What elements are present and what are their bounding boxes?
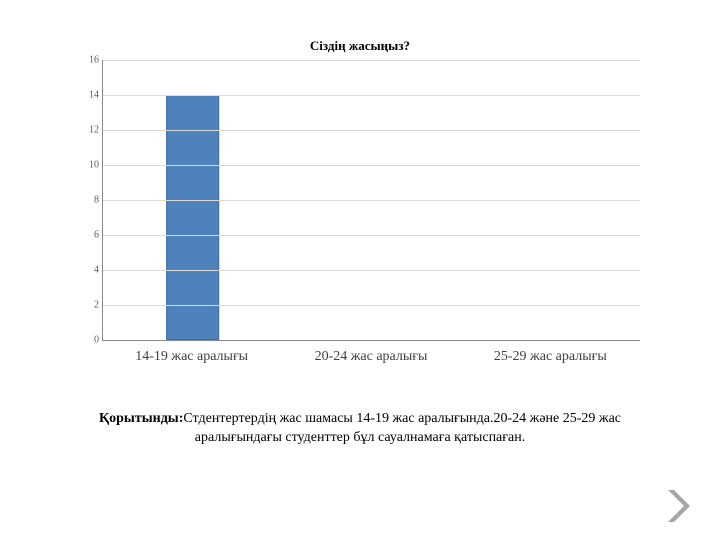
x-axis-label: 20-24 жас аралығы	[281, 349, 460, 365]
y-tick-label: 2	[81, 300, 99, 311]
conclusion-text: Қорытынды:Стдентертердің жас шамасы 14-1…	[60, 410, 660, 448]
y-tick-label: 12	[81, 125, 99, 136]
y-tick-label: 14	[81, 90, 99, 101]
grid-line	[103, 165, 640, 166]
grid-line	[103, 200, 640, 201]
chart-title: Сіздің жасыңыз?	[80, 38, 640, 54]
y-tick-label: 8	[81, 195, 99, 206]
grid-line	[103, 60, 640, 61]
grid-line	[103, 95, 640, 96]
y-tick-label: 0	[81, 335, 99, 346]
x-axis-labels: 14-19 жас аралығы20-24 жас аралығы25-29 …	[102, 349, 640, 365]
x-axis-label: 14-19 жас аралығы	[102, 349, 281, 365]
y-tick-label: 16	[81, 55, 99, 66]
grid-line	[103, 130, 640, 131]
bar	[166, 95, 220, 340]
y-tick-label: 10	[81, 160, 99, 171]
y-tick-label: 4	[81, 265, 99, 276]
grid-line	[103, 235, 640, 236]
next-arrow-icon	[662, 486, 702, 526]
x-axis-label: 25-29 жас аралығы	[461, 349, 640, 365]
conclusion-label: Қорытынды:	[99, 411, 183, 426]
plot-area: 0246810121416	[102, 60, 640, 341]
grid-line	[103, 270, 640, 271]
conclusion-body: Стдентертердің жас шамасы 14-19 жас арал…	[183, 411, 621, 445]
y-tick-label: 6	[81, 230, 99, 241]
age-chart: Сіздің жасыңыз? 0246810121416 14-19 жас …	[80, 38, 640, 365]
grid-line	[103, 305, 640, 306]
